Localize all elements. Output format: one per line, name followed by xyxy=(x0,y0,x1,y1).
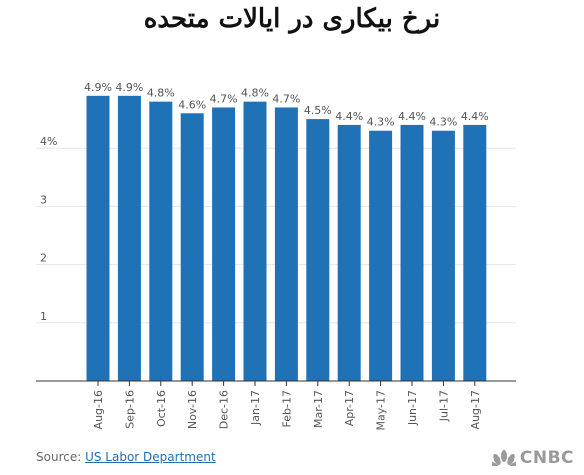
data-label: 4.9% xyxy=(84,81,112,94)
bar xyxy=(149,101,173,381)
x-axis-tick-marks xyxy=(97,381,476,386)
bar xyxy=(180,113,204,381)
y-axis-tick-labels: 1 2 3 4% xyxy=(40,135,57,323)
y-tick-label: 2 xyxy=(40,252,47,265)
data-labels: 4.9% 4.9% 4.8%4.6% 4.7% 4.8% 4.7%4.5% 4.4% 4.3%… xyxy=(84,81,489,129)
bar xyxy=(337,124,361,382)
x-tick-label: May-17 xyxy=(375,390,388,431)
x-tick-label: Apr-17 xyxy=(343,390,356,426)
source-prefix: Source: xyxy=(36,450,86,464)
x-tick-label: Sep-16 xyxy=(123,390,136,429)
bar xyxy=(306,119,330,381)
data-label: 4.5% xyxy=(304,104,332,117)
x-tick-label: Oct-16 xyxy=(155,390,168,427)
bar xyxy=(212,107,236,382)
bar xyxy=(463,124,487,382)
x-tick-label: Jul-17 xyxy=(437,390,450,422)
data-label: 4.8% xyxy=(147,87,175,100)
bar xyxy=(369,130,393,381)
bar xyxy=(431,130,455,381)
data-label: 4.4% xyxy=(398,110,426,123)
bars xyxy=(86,95,487,382)
cnbc-logo: CNBC xyxy=(491,448,574,468)
peacock-icon xyxy=(491,450,516,466)
data-label: 4.3% xyxy=(429,116,457,129)
x-axis-tick-labels: Aug-16 Sep-16 Oct-16 Nov-16 Dec-16 Jan-17 Feb-… xyxy=(92,390,482,431)
bar xyxy=(86,95,110,381)
bar xyxy=(117,95,141,381)
bar xyxy=(274,107,298,382)
data-label: 4.4% xyxy=(335,110,363,123)
y-tick-label: 3 xyxy=(40,193,47,206)
x-tick-label: Aug-16 xyxy=(92,390,105,429)
data-label: 4.3% xyxy=(367,116,395,129)
data-label: 4.7% xyxy=(272,92,300,105)
chart-title: نرخ بیکاری در ایالات متحده xyxy=(143,4,441,34)
x-tick-label: Jan-17 xyxy=(249,390,262,426)
data-label: 4.4% xyxy=(461,110,489,123)
x-tick-label: Feb-17 xyxy=(280,390,293,427)
data-label: 4.6% xyxy=(178,98,206,111)
y-tick-label: 4% xyxy=(40,135,57,148)
data-label: 4.9% xyxy=(115,81,143,94)
logo-text: CNBC xyxy=(519,448,574,468)
source-link[interactable]: US Labor Department xyxy=(85,450,216,464)
x-tick-label: Mar-17 xyxy=(312,390,325,428)
y-tick-label: 1 xyxy=(40,310,47,323)
x-tick-label: Jun-17 xyxy=(406,390,419,426)
bar xyxy=(400,124,424,382)
bar xyxy=(243,101,267,381)
x-tick-label: Nov-16 xyxy=(186,390,199,429)
x-tick-label: Aug-17 xyxy=(469,390,482,429)
data-label: 4.7% xyxy=(210,92,238,105)
source-note: Source: US Labor Department xyxy=(36,450,216,464)
x-tick-label: Dec-16 xyxy=(218,390,231,429)
data-label: 4.8% xyxy=(241,87,269,100)
